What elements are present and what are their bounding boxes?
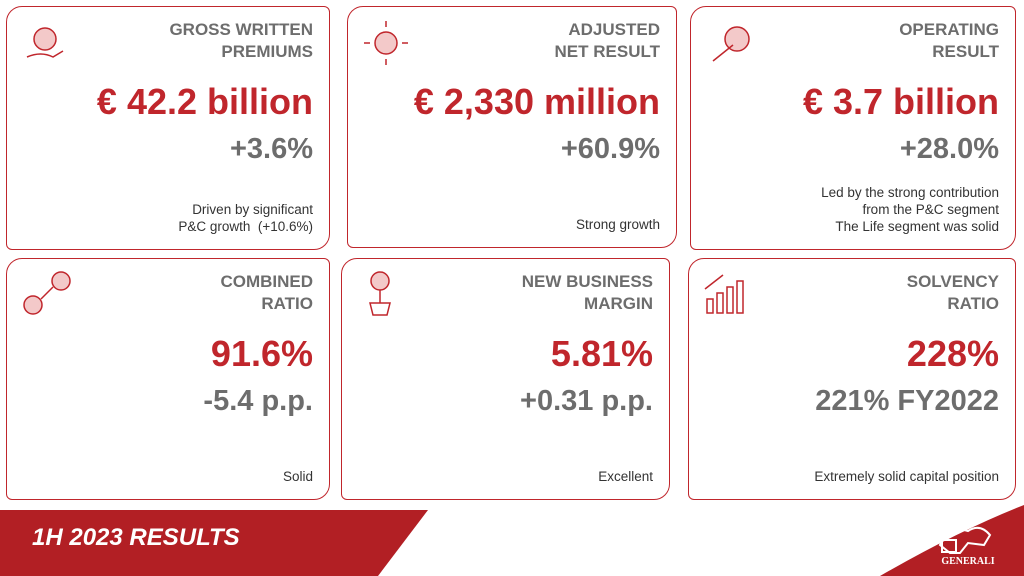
kpi-value: € 42.2 billion <box>96 81 313 122</box>
kpi-change: +0.31 p.p. <box>520 385 653 417</box>
title-line: RATIO <box>947 294 999 313</box>
note-line: Strong growth <box>575 217 660 232</box>
card-icon <box>704 274 744 314</box>
kpi-change: +28.0% <box>899 133 999 165</box>
card-title: OPERATING RESULT <box>899 19 999 63</box>
title-line: MARGIN <box>584 294 653 313</box>
note-line: P&C growth (+10.6%) <box>178 219 313 234</box>
note-line: Extremely solid capital position <box>814 469 999 484</box>
title-line: SOLVENCY <box>906 272 999 291</box>
card-title: GROSS WRITTEN PREMIUMS <box>169 19 313 63</box>
title-line: RATIO <box>261 294 313 313</box>
kpi-card: NEW BUSINESS MARGIN 5.81% +0.31 p.p. Excelle… <box>341 258 670 500</box>
title-line: GROSS WRITTEN <box>169 20 313 39</box>
title-line: NET RESULT <box>554 42 660 61</box>
note-line: from the P&C segment <box>862 202 999 217</box>
kpi-card: SOLVENCY RATIO 228% 221% FY2022 Extremely so… <box>688 258 1016 500</box>
card-icon <box>26 27 64 58</box>
note-line: Solid <box>282 469 313 484</box>
kpi-value: 91.6% <box>210 333 313 374</box>
title-line: NEW BUSINESS <box>521 272 653 291</box>
footer-title: 1H 2023 RESULTS <box>32 524 240 551</box>
kpi-change: +3.6% <box>229 133 313 165</box>
kpi-change: -5.4 p.p. <box>203 385 313 417</box>
card-title: COMBINED RATIO <box>220 271 313 315</box>
kpi-change: +60.9% <box>560 133 660 165</box>
kpi-value: € 2,330 million <box>413 81 660 122</box>
kpi-card: COMBINED RATIO 91.6% -5.4 p.p. Solid <box>6 258 330 500</box>
note-line: The Life segment was solid <box>835 219 999 234</box>
card-title: ADJUSTED NET RESULT <box>555 19 660 63</box>
footer-band <box>0 510 428 576</box>
note-line: Driven by significant <box>192 202 313 217</box>
card-icon <box>23 271 71 315</box>
title-line: OPERATING <box>899 20 999 39</box>
card-note: Driven by significant P&C growth (+10.6%) <box>178 201 313 235</box>
card-icon <box>712 26 750 62</box>
note-line: Excellent <box>598 469 653 484</box>
logo-text: GENERALI <box>941 556 995 567</box>
kpi-value: 228% <box>906 333 999 374</box>
card-note: Excellent <box>598 468 653 485</box>
title-line: RESULT <box>932 42 999 61</box>
card-title: SOLVENCY RATIO <box>907 271 999 315</box>
logo-lion <box>938 526 992 554</box>
card-icon <box>364 21 408 65</box>
kpi-change: 221% FY2022 <box>815 385 999 417</box>
kpi-card: GROSS WRITTEN PREMIUMS € 42.2 billion +3.6%… <box>6 6 330 250</box>
title-line: COMBINED <box>220 272 313 291</box>
card-note: Solid <box>283 468 313 485</box>
kpi-value: € 3.7 billion <box>802 81 999 122</box>
card-note: Strong growth <box>576 216 660 233</box>
kpi-card: OPERATING RESULT € 3.7 billion +28.0% Led by… <box>690 6 1016 250</box>
card-note: Led by the strong contribution from the P… <box>821 184 999 235</box>
kpi-card: ADJUSTED NET RESULT € 2,330 million +60.9% S… <box>347 6 677 248</box>
card-title: NEW BUSINESS MARGIN <box>522 271 653 315</box>
kpi-value: 5.81% <box>550 333 653 374</box>
title-line: ADJUSTED <box>568 20 660 39</box>
card-icon <box>369 271 391 316</box>
card-note: Extremely solid capital position <box>814 468 999 485</box>
title-line: PREMIUMS <box>221 42 313 61</box>
note-line: Led by the strong contribution <box>821 185 999 200</box>
